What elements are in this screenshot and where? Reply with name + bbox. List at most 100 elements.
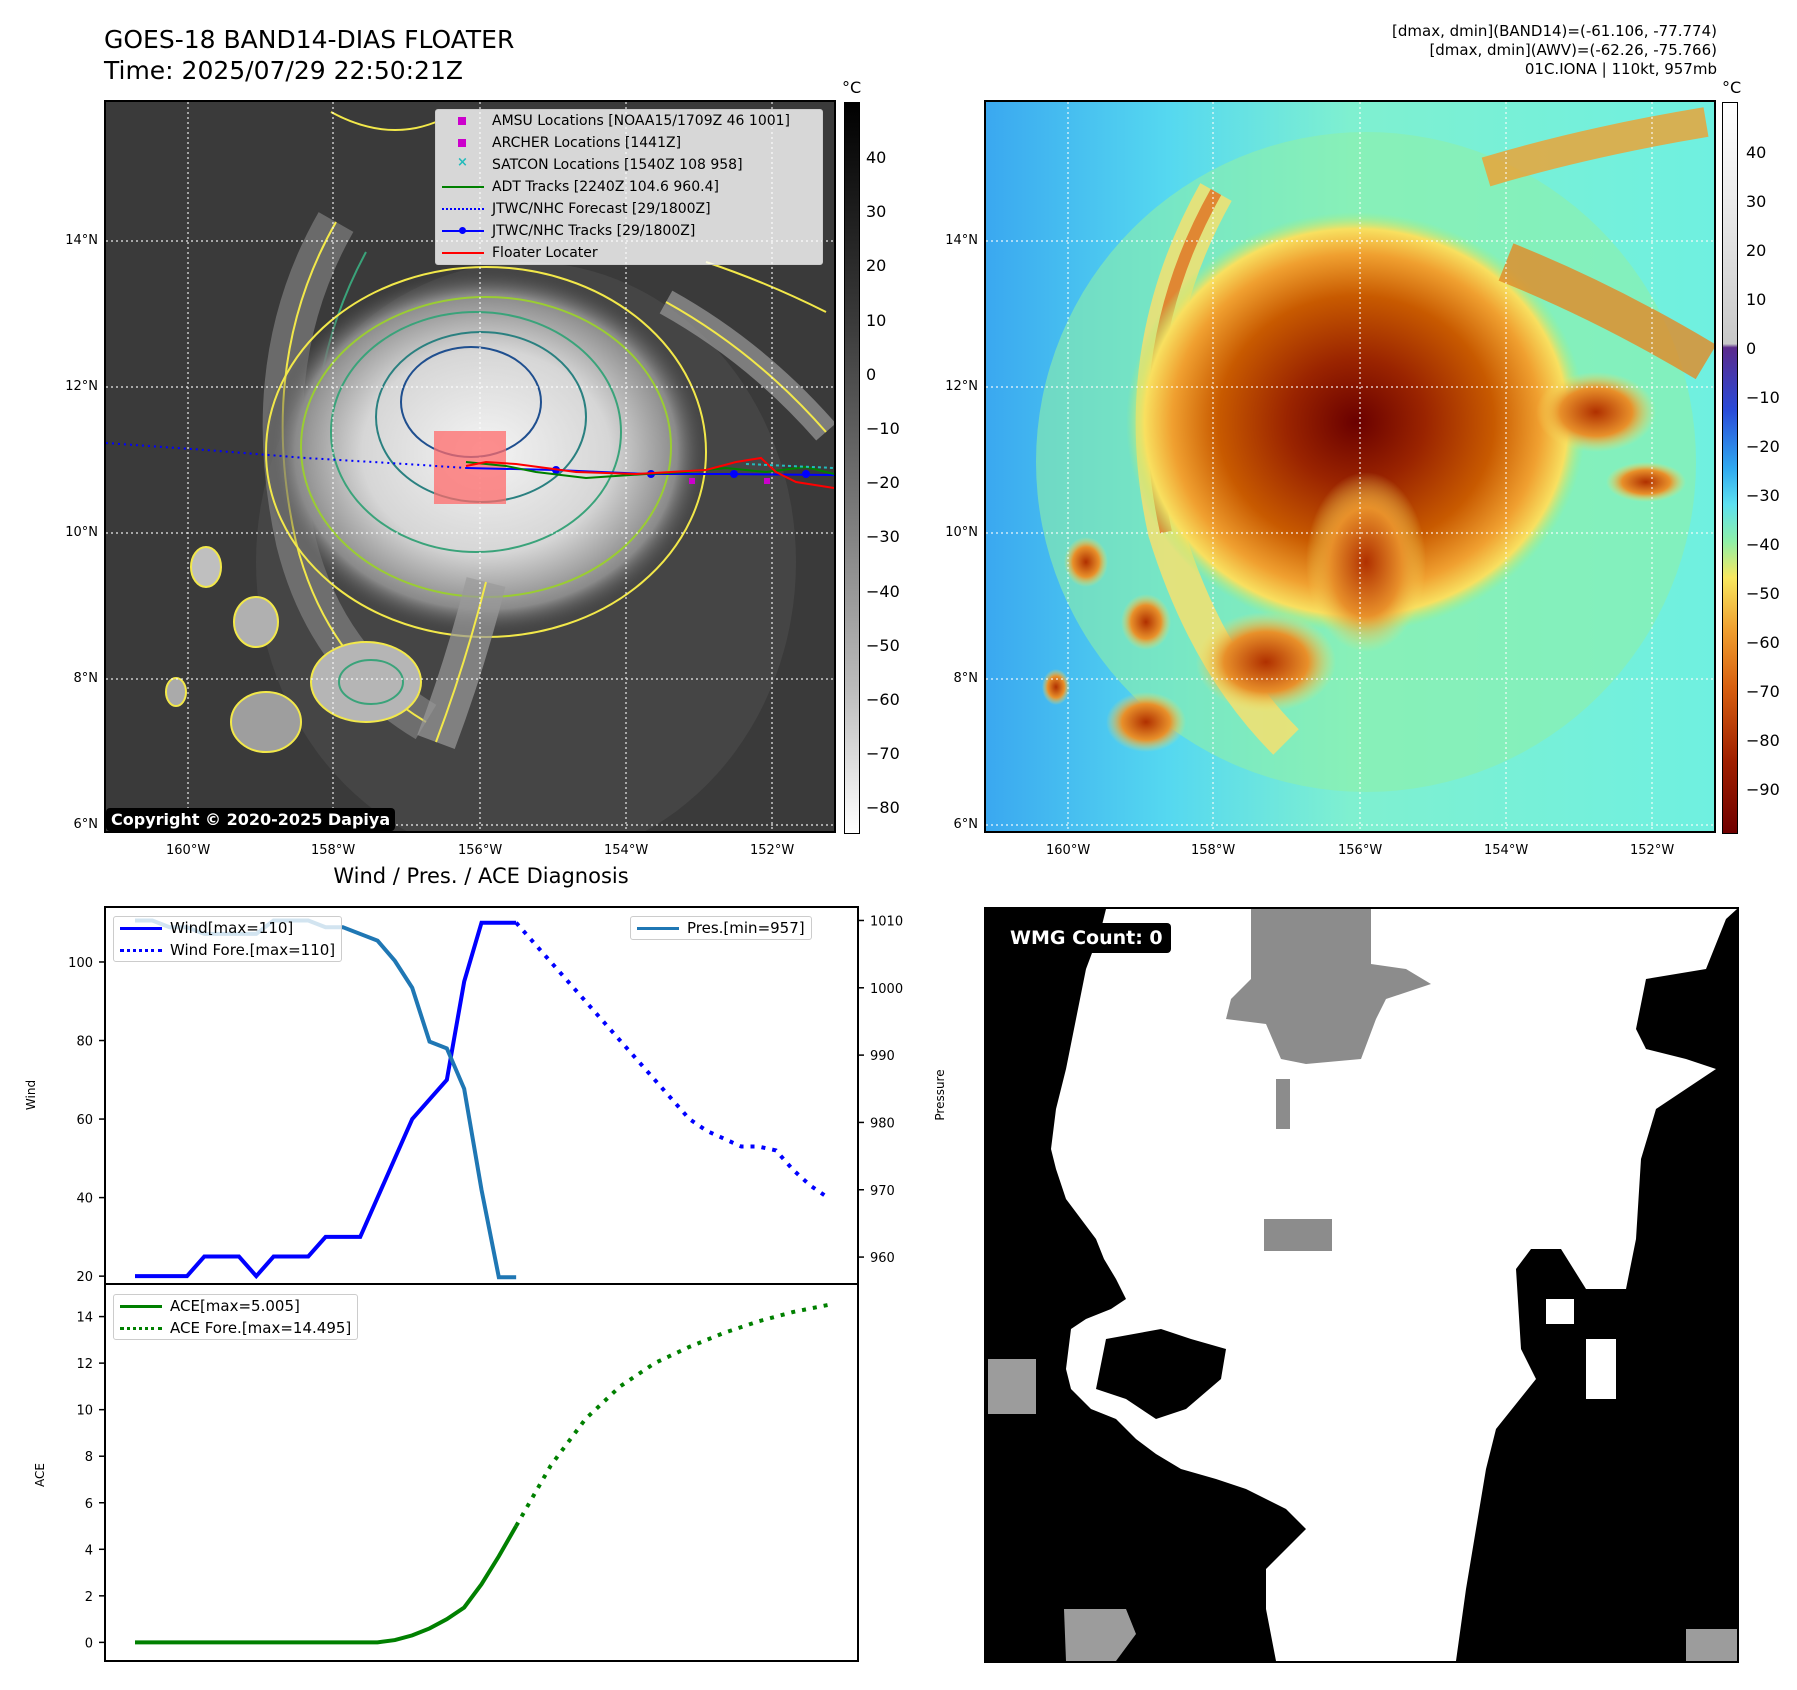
ir-legend-swatch-3 [442,180,484,194]
awv-colorbar-tick-13: −90 [1746,780,1780,799]
ace-tick-label-2: 10 [76,1404,93,1419]
wind-legend-label: Wind[max=110] [170,919,294,937]
ir-colorbar-tick-8: −40 [866,581,900,601]
ace-series-line-1 [514,1302,829,1528]
ir-colorbar-tick-7: −30 [866,527,900,547]
pressure-tick-label-3: 980 [870,1116,895,1131]
awv-lon-label-0: 160°W [1046,843,1091,858]
ir-legend-label-5: JTWC/NHC Tracks [29/1800Z] [492,223,696,239]
awv-range: [dmax, dmin](AWV)=(-62.26, -75.766) [1429,41,1717,59]
awv-lat-label-2: 10°N [945,525,978,540]
ir-lon-label-1: 158°W [311,843,356,858]
ir-legend-swatch-2: × [457,155,468,170]
ace-tick-label-3: 8 [85,1450,93,1465]
pressure-tick-label-5: 960 [870,1251,895,1266]
awv-colorbar-tick-12: −80 [1746,731,1780,750]
title-line-1: GOES-18 BAND14-DIAS FLOATER [104,25,515,54]
wmg-mask-panel[interactable]: WMG Count: 0 [984,907,1739,1663]
title-line-2: Time: 2025/07/29 22:50:21Z [104,56,463,85]
wind-tick-label-1: 80 [76,1035,93,1050]
wind-legend: Wind[max=110] Wind Fore.[max=110] [113,916,343,962]
awv-lon-label-1: 158°W [1191,843,1236,858]
awv-colorbar-tick-6: −20 [1746,437,1780,456]
awv-colorbar-tick-7: −30 [1746,486,1780,505]
ir-colorbar-tick-11: −70 [866,744,900,764]
ir-legend: AMSU Locations [NOAA15/1709Z 46 1001] ARC… [435,109,823,265]
band14-range: [dmax, dmin](BAND14)=(-61.106, -77.774) [1392,22,1717,40]
pressure-legend: Pres.[min=957] [630,916,812,940]
ir-legend-swatch-4 [442,202,484,216]
ir-lat-label-4: 6°N [73,817,99,832]
ace-forecast-legend-label: ACE Fore.[max=14.495] [170,1319,352,1337]
ir-legend-item-5: JTWC/NHC Tracks [29/1800Z] [436,220,822,242]
ir-legend-item-3: ADT Tracks [2240Z 104.6 960.4] [436,176,822,198]
ir-legend-label-2: SATCON Locations [1540Z 108 958] [492,157,743,173]
awv-colorbar-tick-8: −40 [1746,535,1780,554]
ir-colorbar-tick-0: 40 [866,148,887,167]
ir-satellite-panel[interactable]: AMSU Locations [NOAA15/1709Z 46 1001] ARC… [104,100,836,833]
storm-info: 01C.IONA | 110kt, 957mb [1524,60,1717,78]
wmg-mask-image [986,909,1737,1661]
ir-colorbar-tick-2: 20 [866,256,887,276]
awv-lat-label-4: 6°N [953,817,979,832]
wmg-count-label: WMG Count: 0 [1002,923,1171,953]
ir-legend-swatch-5 [442,224,484,238]
diagnosis-title: Wind / Pres. / ACE Diagnosis [333,864,629,888]
ace-tick-label-1: 12 [76,1357,93,1372]
awv-colorbar-tick-5: −10 [1746,388,1780,407]
ir-lon-label-3: 154°W [604,843,649,858]
ir-lon-label-0: 160°W [166,843,211,858]
awv-colorbar-tick-2: 20 [1746,241,1767,260]
pressure-tick-label-2: 990 [870,1049,895,1064]
awv-lat-label-0: 14°N [945,233,978,248]
ace-axis-label: ACE [33,1463,47,1487]
ir-colorbar [844,102,860,834]
series-line-2 [135,918,517,1280]
awv-lat-label-3: 8°N [953,671,979,686]
ir-legend-swatch-1 [442,136,484,150]
ir-colorbar-tick-3: 10 [866,310,887,330]
ir-legend-item-4: JTWC/NHC Forecast [29/1800Z] [436,198,822,220]
awv-colorbar-tick-9: −50 [1746,584,1780,603]
ace-tick-label-6: 2 [85,1590,93,1605]
ir-legend-label-6: Floater Locater [492,245,598,261]
pressure-legend-label: Pres.[min=957] [687,919,805,937]
wind-tick-label-2: 60 [76,1113,93,1128]
awv-colorbar-tick-10: −60 [1746,633,1780,652]
ir-colorbar-tick-5: −10 [866,419,900,438]
pressure-tick-label-1: 1000 [870,982,903,997]
ir-colorbar-tick-4: 0 [866,364,877,384]
awv-colorbar-tick-3: 10 [1746,290,1767,309]
ir-legend-item-1: ARCHER Locations [1441Z] [436,132,822,154]
ir-lat-label-3: 8°N [73,671,99,686]
ir-lon-label-2: 156°W [458,843,503,858]
wind-forecast-legend-label: Wind Fore.[max=110] [170,941,336,959]
ir-legend-item-0: AMSU Locations [NOAA15/1709Z 46 1001] [436,110,822,132]
ace-tick-label-7: 0 [85,1636,93,1651]
ace-frame [104,1283,859,1662]
wind-axis-label: Wind [24,1080,38,1110]
diagnostic-header: [dmax, dmin](BAND14)=(-61.106, -77.774) … [1392,22,1717,79]
wind-tick-label-0: 100 [68,956,93,971]
ir-legend-label-4: JTWC/NHC Forecast [29/1800Z] [492,201,711,217]
ace-tick-label-0: 14 [76,1311,93,1326]
ir-legend-item-2: × SATCON Locations [1540Z 108 958] [436,154,822,176]
ir-legend-label-3: ADT Tracks [2240Z 104.6 960.4] [492,179,719,195]
ace-legend-label: ACE[max=5.005] [170,1297,300,1315]
ace-tick-label-4: 6 [85,1497,93,1512]
diagnosis-chart: 1008060402010101000990980970960141210864… [24,906,947,1662]
awv-colorbar-tick-1: 30 [1746,192,1767,211]
ir-colorbar-tick-10: −60 [866,690,900,709]
ir-legend-swatch-6 [442,246,484,260]
ir-lat-label-2: 10°N [65,525,98,540]
awv-colorbar-unit: °C [1722,78,1742,97]
ace-tick-label-5: 4 [85,1543,93,1558]
wind-tick-label-3: 40 [76,1192,93,1207]
ir-lat-label-1: 12°N [65,379,98,394]
awv-satellite-panel[interactable] [984,100,1716,833]
awv-colorbar-tick-11: −70 [1746,682,1780,701]
awv-satellite-image [986,102,1714,831]
ace-series-line-0 [135,1525,518,1645]
ir-legend-swatch-0 [442,114,484,128]
awv-colorbar-tick-0: 40 [1746,143,1767,162]
